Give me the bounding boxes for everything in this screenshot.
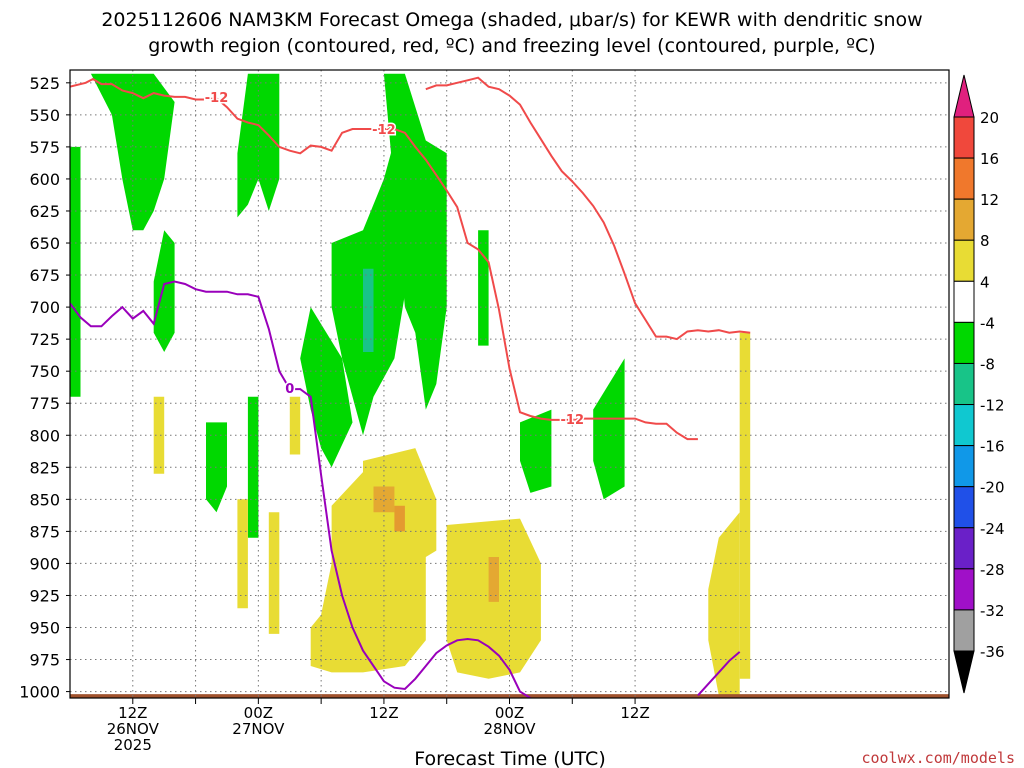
colorbar-label-12: -32 [980,602,1005,620]
omega-region-2 [153,230,175,352]
omega-region-24 [394,505,405,532]
omega-region-4 [300,307,353,468]
x-tick-label-2-0: 12Z [369,704,398,722]
y-tick-label-19: 1000 [19,683,60,702]
colorbar-bin-1 [953,157,975,200]
colorbar-bin-6 [953,362,975,406]
omega-region-14 [237,499,248,609]
colorbar-bin-12 [953,609,975,652]
x-tick-label-1-0: 00Z [244,704,273,722]
contour-line-0-1 [425,76,751,341]
colorbar-bin-3 [953,239,975,282]
y-tick-label-10: 775 [29,394,60,413]
y-tick-label-5: 650 [29,234,60,253]
colorbar-label-7: -12 [980,397,1005,415]
y-tick-label-9: 750 [29,362,60,381]
omega-region-1 [90,73,175,231]
x-tick-label-0-0: 12Z [118,704,147,722]
colorbar-label-6: -8 [980,355,995,373]
colorbar-label-2: 12 [980,191,999,209]
y-tick-label-6: 675 [29,266,60,285]
contour-lines: -12 -12 -12 0 [70,76,751,698]
omega-region-8 [247,396,259,538]
x-tick-label-4-0: 12Z [620,704,649,722]
y-tick-label-12: 825 [29,458,60,477]
omega-region-20 [708,512,740,696]
omega-region-10 [520,409,552,493]
colorbar-label-5: -4 [980,314,995,332]
omega-region-22 [373,486,395,513]
omega-region-23 [488,557,499,602]
contour-label-2: -12 [561,413,585,428]
colorbar-bin-11 [953,568,975,611]
colorbar-bin-5 [953,321,975,364]
y-tick-label-7: 700 [29,298,60,317]
chart-title-line-1: 2025112606 NAM3KM Forecast Omega (shaded… [101,9,922,31]
y-tick-label-16: 925 [29,586,60,605]
colorbar-label-10: -24 [980,520,1005,538]
x-axis-label: Forecast Time (UTC) [414,748,605,768]
omega-region-13 [153,396,165,474]
colorbar-label-8: -16 [980,438,1005,456]
y-tick-label-4: 625 [29,202,60,221]
credit-text: coolwx.com/models [861,749,1015,767]
omega-region-11 [593,358,625,500]
omega-region-18 [363,448,437,564]
contour-line-1-1 [697,651,741,697]
y-tick-label-0: 525 [29,74,60,93]
colorbar-label-11: -28 [980,561,1005,579]
omega-shading [70,73,751,696]
omega-region-0 [70,146,81,397]
x-tick-label-0-2: 2025 [114,736,152,754]
contour-label-1: -12 [372,123,396,138]
colorbar-bin-10 [953,527,975,570]
x-tick-label-0-1: 26NOV [107,720,160,738]
y-tick-label-8: 725 [29,330,60,349]
colorbar-bottom-arrow [953,650,975,694]
y-tick-label-11: 800 [29,426,60,445]
colorbar-bin-7 [953,404,975,447]
y-tick-label-15: 900 [29,554,60,573]
omega-region-12 [363,268,374,352]
omega-region-9 [478,230,489,346]
colorbar-bin-2 [953,198,975,241]
x-tick-label-3-0: 00Z [495,704,524,722]
y-tick-label-3: 600 [29,170,60,189]
x-tick-label-1-1: 27NOV [232,720,285,738]
colorbar-label-4: 4 [980,273,990,291]
x-tick-label-3-1: 28NOV [483,720,536,738]
colorbar-bin-4 [953,280,975,323]
contour-label-3: 0 [285,382,294,397]
contour-line-0-0 [70,77,698,441]
colorbar-label-9: -20 [980,479,1005,497]
omega-region-21 [739,332,751,679]
y-tick-label-17: 950 [29,619,60,638]
y-axis-ticks: 525 550 575 600 625 650 675 700 725 750 775 800 825 8… [19,74,70,702]
colorbar-label-1: 16 [980,150,999,168]
contour-line-1-0 [70,280,531,698]
omega-region-7 [206,422,227,513]
colorbar-bin-8 [953,445,975,488]
colorbar-top-arrow [953,74,975,118]
colorbar-label-3: 8 [980,232,990,250]
y-tick-label-1: 550 [29,106,60,125]
colorbar-bin-9 [953,486,975,529]
omega-region-6 [383,73,447,410]
y-tick-label-2: 575 [29,138,60,157]
y-tick-label-14: 875 [29,522,60,541]
colorbar-bin-0 [953,116,975,159]
colorbar-label-13: -36 [980,643,1005,661]
y-tick-label-13: 850 [29,490,60,509]
contour-label-0: -12 [205,91,229,106]
y-tick-label-18: 975 [29,651,60,670]
omega-region-15 [268,512,280,634]
omega-region-16 [289,396,301,455]
chart-title-line-2: growth region (contoured, red, ºC) and f… [148,35,875,57]
colorbar: 20 16 12 8 4 -4 -8 -12 -16 -20 -24 -28 -32 -36 [953,74,1005,694]
colorbar-label-0: 20 [980,109,999,127]
